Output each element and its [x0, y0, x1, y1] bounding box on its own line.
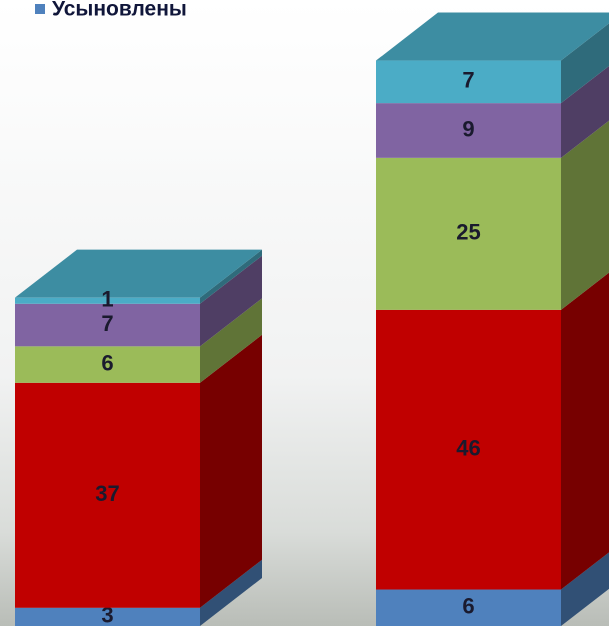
value-label: 1 — [101, 287, 113, 312]
value-label: 46 — [456, 435, 480, 460]
bar-segment — [376, 309, 561, 590]
legend: Усыновлены — [35, 0, 187, 21]
bar-top — [15, 249, 262, 298]
bar-side — [561, 65, 609, 158]
value-label: 3 — [101, 603, 113, 626]
bar-side — [200, 334, 262, 608]
value-label: 7 — [101, 311, 113, 336]
bar-segment — [376, 589, 561, 626]
value-label: 9 — [462, 116, 474, 141]
bar-segment — [376, 103, 561, 158]
legend-label: Усыновлены — [52, 0, 187, 21]
bar-side — [200, 298, 262, 383]
value-label: 6 — [101, 350, 113, 375]
bar-segment — [376, 60, 561, 104]
bar-segment — [15, 297, 200, 304]
bar-side — [200, 249, 262, 304]
bar-side — [200, 255, 262, 347]
bar-segment — [376, 157, 561, 310]
bar-side — [200, 559, 262, 626]
value-label: 6 — [462, 594, 474, 619]
bar-top — [376, 12, 609, 61]
value-label: 7 — [462, 68, 474, 93]
bar-side — [561, 272, 609, 590]
bar-side — [561, 120, 609, 310]
bar-side — [561, 552, 609, 626]
legend-swatch — [35, 4, 45, 14]
bar-segment — [15, 303, 200, 347]
bar-segment — [15, 607, 200, 626]
value-label: 37 — [95, 481, 119, 506]
bar-segment — [15, 346, 200, 383]
value-label: 25 — [456, 220, 480, 245]
bar-segment — [15, 382, 200, 608]
bar-side — [561, 23, 609, 104]
